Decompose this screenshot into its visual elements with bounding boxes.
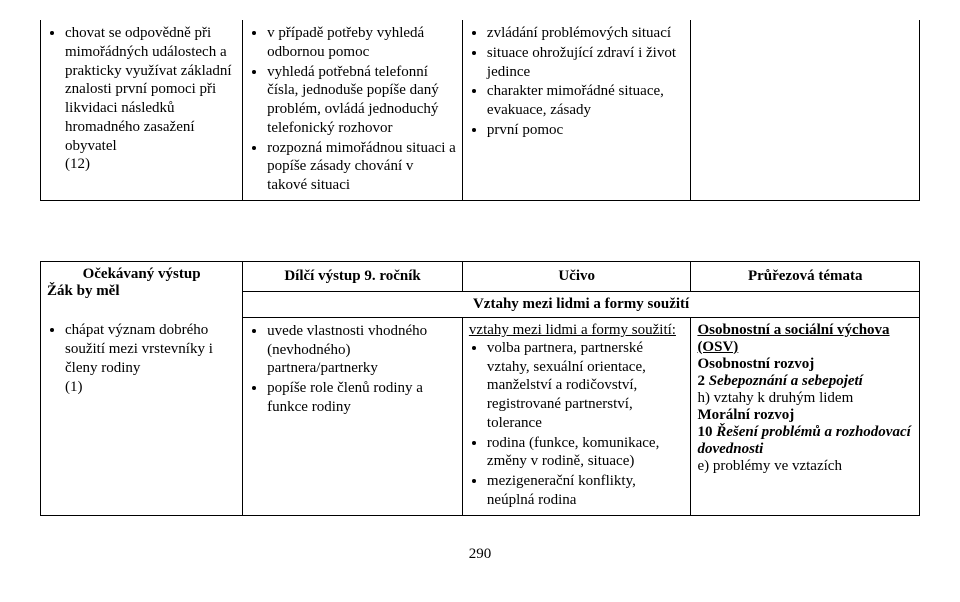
t1-col4-empty: [691, 20, 920, 200]
t1-col1: chovat se odpovědně při mimořádných udál…: [41, 20, 243, 200]
t2-r1-c1-after: (1): [65, 379, 83, 395]
t1-col2: v případě potřeby vyhledá odbornou pomoc…: [243, 20, 463, 200]
t2-r1-c4-l4: h) vztahy k druhým lidem: [697, 390, 913, 407]
t1-col3: zvládání problémových situací situace oh…: [462, 20, 691, 200]
t2-r1-c4-l7: e) problémy ve vztazích: [697, 458, 913, 475]
t2-h1a: Očekávaný výstup: [83, 266, 201, 282]
t2-r1-c3-item: volba partnera, partnerské vztahy, sexuá…: [487, 339, 685, 433]
table-1: chovat se odpovědně při mimořádných udál…: [40, 20, 920, 201]
t2-r1-c4-l1: Osobnostní a sociální výchova (OSV): [697, 322, 889, 355]
page-number: 290: [40, 546, 920, 563]
t2-r1-c4-l3a: 2: [697, 373, 708, 389]
t1-c3-item: první pomoc: [487, 121, 685, 140]
t1-c3-item: situace ohrožující zdraví i život jedinc…: [487, 44, 685, 82]
t2-r1-c1: chápat význam dobrého soužití mezi vrste…: [41, 317, 243, 515]
t1-c3-item: charakter mimořádné situace, evakuace, z…: [487, 82, 685, 120]
t1-c2-item: v případě potřeby vyhledá odbornou pomoc: [267, 24, 456, 62]
t2-section-title: Vztahy mezi lidmi a formy soužití: [243, 291, 920, 317]
table-spacer: [40, 201, 920, 261]
t1-c1-item: chovat se odpovědně při mimořádných udál…: [65, 24, 236, 174]
t2-h1b: Žák by měl: [47, 283, 120, 299]
t1-c3-item: zvládání problémových situací: [487, 24, 685, 43]
t2-h4: Průřezová témata: [691, 261, 920, 291]
t1-c2-item: rozpozná mimořádnou situaci a popíše zás…: [267, 139, 456, 195]
table-2: Očekávaný výstup Žák by měl Dílčí výstup…: [40, 261, 920, 516]
t2-r1-c4: Osobnostní a sociální výchova (OSV) Osob…: [691, 317, 920, 515]
t2-r1-c3: vztahy mezi lidmi a formy soužití: volba…: [462, 317, 691, 515]
t2-h2: Dílčí výstup 9. ročník: [243, 261, 463, 291]
t1-c2-item: vyhledá potřebná telefonní čísla, jednod…: [267, 63, 456, 138]
t1-c1-after: (12): [65, 156, 90, 172]
t2-r1-c4-l5: Morální rozvoj: [697, 407, 794, 423]
t2-r1-c4-l6b: Řešení problémů a rozhodovací dovednosti: [697, 424, 910, 457]
t2-r1-c2-item: popíše role členů rodiny a funkce rodiny: [267, 379, 456, 417]
t2-r1-c4-l6a: 10: [697, 424, 716, 440]
t2-r1-c4-l3b: Sebepoznání a sebepojetí: [709, 373, 863, 389]
t2-r1-c3-item: rodina (funkce, komunikace, změny v rodi…: [487, 434, 685, 472]
t2-r1-c3-lead: vztahy mezi lidmi a formy soužití:: [469, 322, 676, 338]
t2-r1-c3-item: mezigenerační konflikty, neúplná rodina: [487, 472, 685, 510]
t2-r1-c4-l2: Osobnostní rozvoj: [697, 356, 814, 372]
t2-h1: Očekávaný výstup Žák by měl: [41, 261, 243, 317]
t2-r1-c2-item: uvede vlastnosti vhodného (nevhodného) p…: [267, 322, 456, 378]
t2-h3: Učivo: [462, 261, 691, 291]
t2-r1-c1-item: chápat význam dobrého soužití mezi vrste…: [65, 321, 236, 396]
t2-r1-c2: uvede vlastnosti vhodného (nevhodného) p…: [243, 317, 463, 515]
